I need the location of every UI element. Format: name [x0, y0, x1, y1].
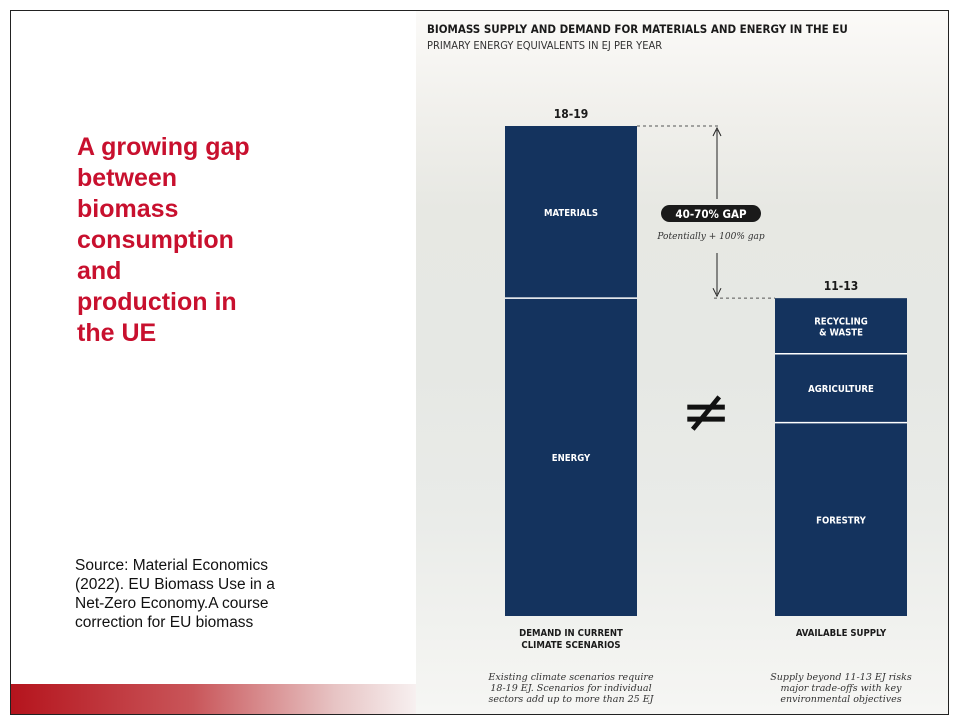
segment-label: & WASTE	[819, 327, 863, 338]
stacked-bar-chart: BIOMASS SUPPLY AND DEMAND FOR MATERIALS …	[427, 22, 912, 705]
bottom-accent-bar	[11, 684, 416, 714]
slide-title-line: consumption	[77, 226, 234, 254]
segment-label: MATERIALS	[544, 208, 598, 219]
gap-label: 40-70% GAP	[675, 207, 747, 221]
bar-segment	[505, 126, 637, 299]
segment-label: AGRICULTURE	[808, 384, 874, 395]
segment-label: FORESTRY	[816, 515, 867, 526]
x-category-label: CLIMATE SCENARIOS	[521, 640, 620, 651]
x-category-label: AVAILABLE SUPPLY	[796, 628, 887, 639]
bar-segment	[505, 298, 637, 616]
gap-badge	[661, 205, 761, 222]
chart-title: BIOMASS SUPPLY AND DEMAND FOR MATERIALS …	[427, 22, 848, 36]
gap-arrowhead-up	[712, 126, 722, 137]
bar-total-label: 18-19	[554, 107, 589, 121]
source-line: (2022). EU Biomass Use in a	[75, 576, 275, 593]
slide: A growing gap between biomass consumption an…	[10, 10, 949, 715]
slide-title-line: biomass	[77, 195, 179, 223]
source-line: Source: Material Economics	[75, 557, 268, 574]
gap-arrowhead-down	[712, 287, 722, 298]
bar-note: major trade-offs with key	[780, 683, 902, 694]
bar-note: 18-19 EJ. Scenarios for individual	[490, 683, 651, 694]
bar-note: environmental objectives	[780, 694, 901, 705]
gap-note: Potentially + 100% gap	[656, 232, 765, 242]
chart-subtitle: PRIMARY ENERGY EQUIVALENTS IN EJ PER YEA…	[427, 39, 662, 52]
bar-segment	[775, 422, 907, 616]
bar-note: sectors add up to more than 25 EJ	[489, 694, 655, 705]
slide-title-line: between	[77, 164, 178, 192]
slide-title-line: the UE	[77, 319, 157, 347]
not-equal-symbol: ≠	[681, 377, 731, 447]
source-line: Net-Zero Economy.A course	[75, 595, 269, 612]
bar-note: Supply beyond 11-13 EJ risks	[770, 672, 912, 683]
bar-total-label: 11-13	[824, 279, 859, 293]
slide-title-line: A growing gap	[77, 133, 250, 161]
slide-title-line: production in	[77, 288, 237, 316]
bar-segment	[775, 298, 907, 354]
chart-marks: ENERGY MATERIALS 18-19 DEMAND IN CURRENTCLI…	[487, 107, 911, 705]
segment-label: ENERGY	[552, 453, 591, 464]
segment-label: RECYCLING	[814, 316, 868, 327]
source-line: correction for EU biomass	[75, 614, 254, 631]
slide-title: A growing gap between biomass consumption an…	[77, 132, 377, 349]
x-category-label: DEMAND IN CURRENT	[519, 628, 623, 639]
chart-figure: BIOMASS SUPPLY AND DEMAND FOR MATERIALS …	[416, 11, 948, 714]
slide-title-line: and	[77, 257, 122, 285]
bar-note: Existing climate scenarios require	[487, 672, 654, 683]
bar-segment	[775, 353, 907, 423]
source-citation: Source: Material Economics (2022). EU Bio…	[75, 556, 415, 632]
